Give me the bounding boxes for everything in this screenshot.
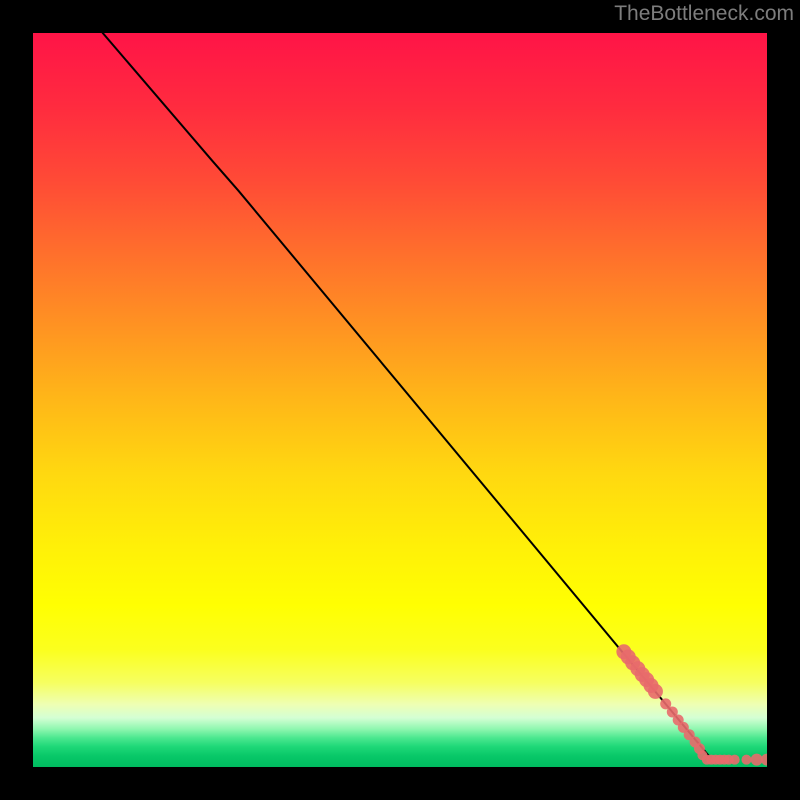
bottleneck-chart: TheBottleneck.com	[0, 0, 800, 800]
watermark-text: TheBottleneck.com	[614, 2, 794, 26]
chart-svg	[0, 0, 800, 800]
